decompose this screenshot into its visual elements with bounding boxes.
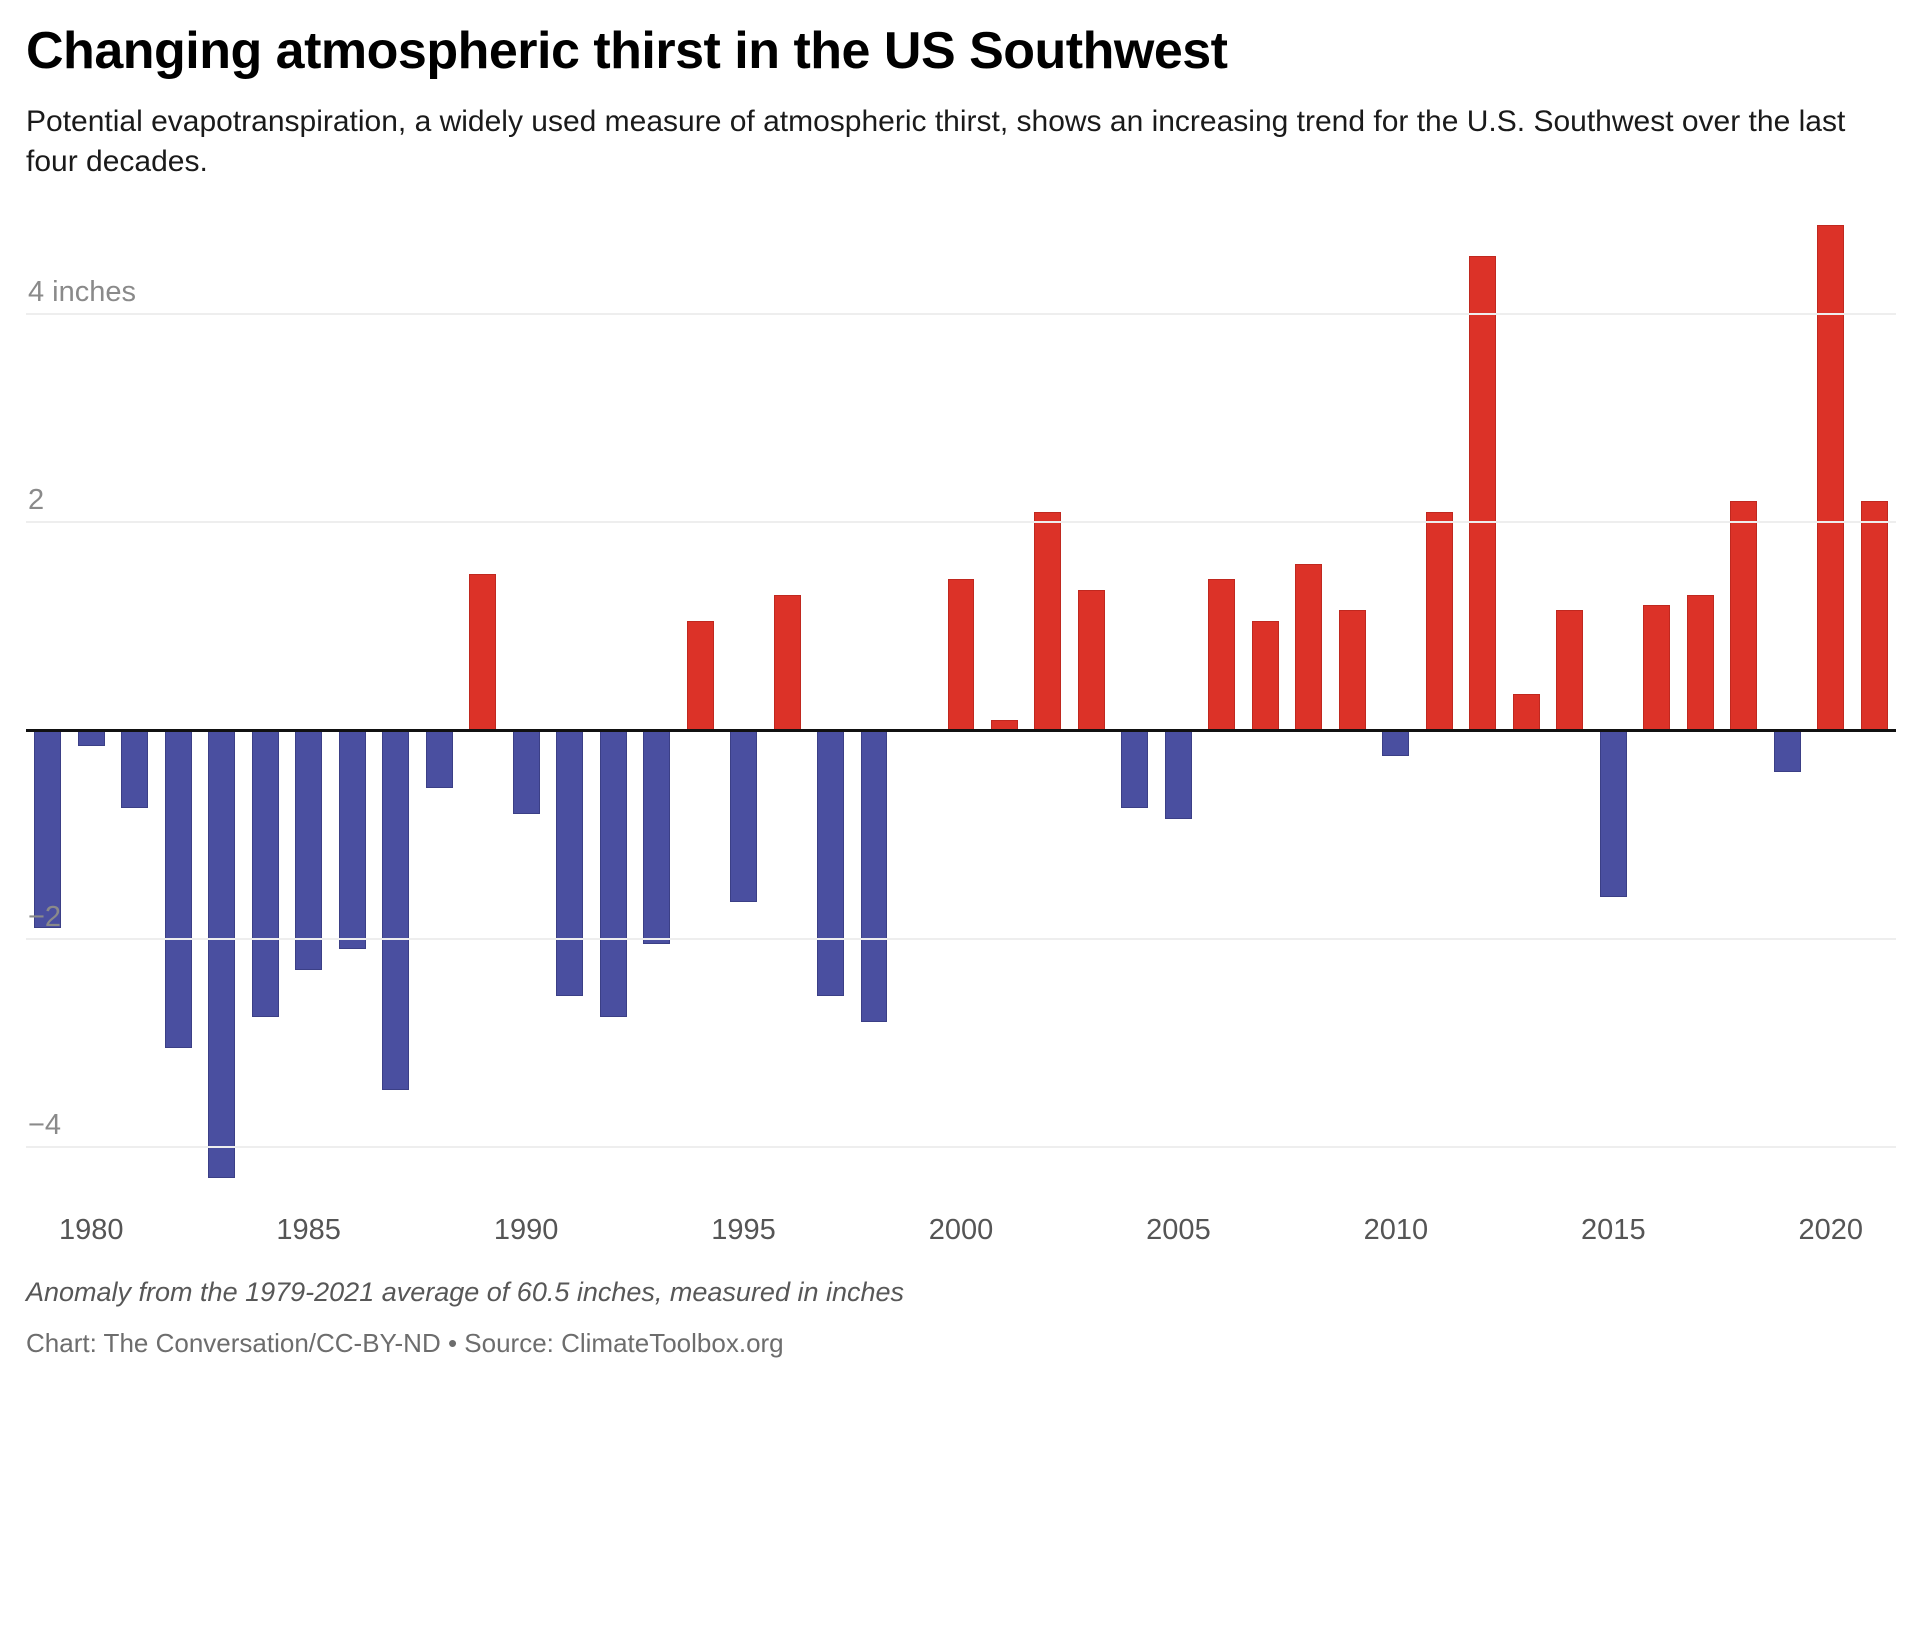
bar-series xyxy=(26,209,1896,1209)
bar xyxy=(1251,620,1279,731)
bar xyxy=(1425,511,1453,731)
x-axis-tick-label: 1980 xyxy=(58,1214,124,1247)
y-axis-tick-label: −2 xyxy=(28,900,62,933)
bar xyxy=(773,594,801,731)
gridline xyxy=(26,937,1896,940)
bar xyxy=(1773,730,1801,772)
bar xyxy=(34,730,62,929)
bar xyxy=(556,730,584,996)
bar xyxy=(1295,563,1323,731)
x-axis-tick-label: 2010 xyxy=(1363,1214,1429,1247)
bar xyxy=(1338,610,1366,731)
bar xyxy=(251,730,279,1017)
bar xyxy=(469,574,497,731)
bar xyxy=(1686,594,1714,731)
bar xyxy=(121,730,149,809)
chart-credit: Chart: The Conversation/CC-BY-ND • Sourc… xyxy=(26,1328,784,1359)
bar xyxy=(1599,730,1627,897)
bar xyxy=(164,730,192,1048)
gridline xyxy=(26,1145,1896,1148)
x-axis-tick-label: 2000 xyxy=(928,1214,994,1247)
page-subtitle: Potential evapotranspiration, a widely u… xyxy=(26,105,1846,178)
bar xyxy=(730,730,758,903)
x-axis-tick-label: 2005 xyxy=(1146,1214,1211,1247)
bar xyxy=(1512,693,1540,731)
bar xyxy=(860,730,888,1022)
bar xyxy=(1817,225,1845,731)
chart-note: Anomaly from the 1979-2021 average of 60… xyxy=(26,1277,905,1308)
bar xyxy=(1556,610,1584,731)
bar xyxy=(947,579,975,731)
gridline xyxy=(26,312,1896,315)
bar xyxy=(1034,511,1062,731)
bar xyxy=(599,730,627,1017)
bar xyxy=(1121,730,1149,809)
y-axis-tick-label: −4 xyxy=(28,1108,62,1141)
y-axis-tick-label: 2 xyxy=(28,483,45,516)
zero-baseline xyxy=(26,729,1896,733)
x-axis-tick-label: 2015 xyxy=(1581,1214,1646,1247)
x-axis-tick-label: 1995 xyxy=(711,1214,776,1247)
bar xyxy=(817,730,844,996)
y-axis-tick-label: 4 inches xyxy=(28,275,137,308)
bar xyxy=(338,730,366,949)
bar xyxy=(643,730,671,944)
bar xyxy=(1643,605,1671,731)
gridline xyxy=(26,520,1896,523)
bar xyxy=(1382,730,1410,757)
bar xyxy=(295,730,323,970)
page-title: Changing atmospheric thirst in the US So… xyxy=(26,22,1228,80)
x-axis-tick-label: 1990 xyxy=(493,1214,559,1247)
bar xyxy=(1469,256,1497,731)
x-axis-tick-label: 1985 xyxy=(276,1214,341,1247)
x-axis: 1980 1985 1990 1995 2000 2005 2010 2015 2020 xyxy=(26,1214,1896,1269)
bar xyxy=(512,730,540,814)
bar xyxy=(1730,501,1758,731)
bar xyxy=(686,620,714,731)
bar xyxy=(77,730,105,746)
x-axis-tick-label: 2020 xyxy=(1798,1214,1864,1247)
bar xyxy=(1164,730,1192,819)
bar xyxy=(382,730,410,1090)
bar xyxy=(1077,589,1105,731)
plot-area: 4 inches 2 −2 −4 xyxy=(26,209,1896,1209)
bar xyxy=(425,730,453,788)
bar xyxy=(1860,501,1888,731)
bar-chart: 4 inches 2 −2 −4 1980 1985 1990 1995 2000 2005 20… xyxy=(26,209,1896,1269)
bar xyxy=(1208,579,1236,731)
chart-page: Changing atmospheric thirst in the US So… xyxy=(0,22,1920,1627)
bar xyxy=(208,730,236,1179)
